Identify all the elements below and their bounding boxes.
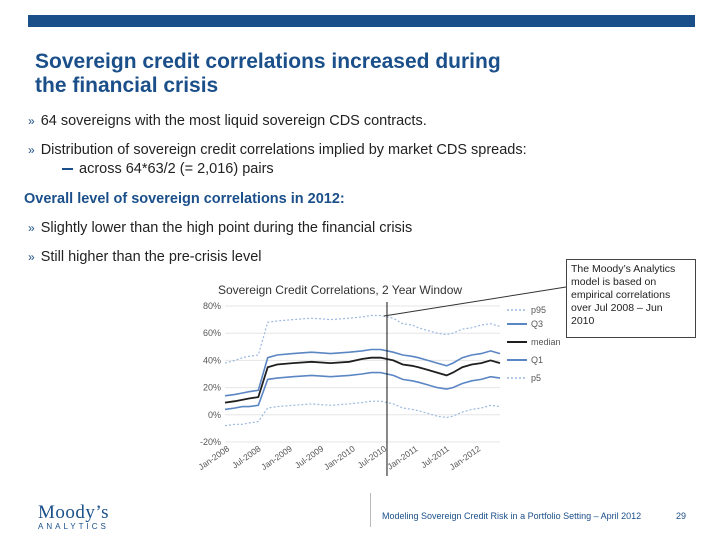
sub-bullet-text: across 64*63/2 (= 2,016) pairs — [79, 161, 274, 177]
bullet-2: » Distribution of sovereign credit correl… — [28, 142, 527, 158]
y-tick-label: 20% — [203, 383, 221, 393]
chart-legend: p95 Q3 median Q1 p5 — [507, 305, 561, 383]
y-tick-label: 60% — [203, 328, 221, 338]
bullet-4-text: Still higher than the pre-crisis level — [40, 249, 262, 265]
y-tick-label: -20% — [200, 437, 221, 447]
y-axis-ticks: 80% 60% 40% 20% 0% -20% — [200, 301, 221, 447]
bullet-2-text: Distribution of sovereign credit correla… — [40, 142, 527, 158]
title-line-1: Sovereign credit correlations increased … — [35, 50, 501, 73]
bullet-1-text: 64 sovereigns with the most liquid sover… — [40, 113, 427, 129]
series-line-p5 — [224, 400, 501, 427]
series-line-p95 — [224, 314, 501, 364]
bullet-4: » Still higher than the pre-crisis level — [28, 249, 262, 265]
legend-label: Q1 — [531, 355, 543, 365]
logo-sub: ANALYTICS — [38, 522, 109, 531]
series-line-q3 — [224, 348, 501, 397]
page-number: 29 — [676, 511, 687, 521]
series-line-q1 — [224, 371, 501, 411]
y-tick-label: 0% — [208, 410, 221, 420]
title-line-2: the financial crisis — [35, 74, 219, 97]
legend-label: p95 — [531, 305, 546, 315]
callout-box: The Moody’s Analytics model is based on … — [566, 259, 696, 338]
chart-title: Sovereign Credit Correlations, 2 Year Wi… — [218, 283, 462, 297]
callout-line: over Jul 2008 – Jun — [571, 302, 663, 314]
top-bar — [28, 15, 695, 27]
sub-bullet: across 64*63/2 (= 2,016) pairs — [62, 161, 274, 177]
moodys-logo: Moody’s ANALYTICS — [38, 502, 109, 531]
legend-label: median — [531, 337, 561, 347]
legend-label: p5 — [531, 373, 541, 383]
slide-title: Sovereign credit correlations increased … — [35, 50, 635, 98]
footer-text: Modeling Sovereign Credit Risk in a Port… — [382, 511, 642, 521]
bullet-mark: » — [28, 221, 35, 235]
chart-series — [224, 302, 501, 476]
bullet-mark: » — [28, 143, 35, 157]
series-line-median — [224, 356, 501, 404]
bullet-1: » 64 sovereigns with the most liquid sove… — [28, 113, 427, 129]
bullet-3-text: Slightly lower than the high point durin… — [40, 220, 413, 236]
footer-divider — [370, 493, 371, 527]
correlation-chart: Sovereign Credit Correlations, 2 Year Wi… — [196, 283, 561, 476]
bullet-mark: » — [28, 250, 35, 264]
callout-pointer — [383, 286, 567, 317]
callout-line: model is based on — [571, 276, 657, 288]
callout-line: 2010 — [571, 315, 595, 327]
dash-icon — [62, 168, 73, 171]
legend-label: Q3 — [531, 319, 543, 329]
section-heading: Overall level of sovereign correlations … — [24, 191, 345, 207]
y-tick-label: 40% — [203, 355, 221, 365]
callout-line: empirical correlations — [571, 289, 671, 301]
bullet-mark: » — [28, 114, 35, 128]
logo-main: Moody’s — [38, 502, 110, 523]
callout-line: The Moody’s Analytics — [571, 263, 676, 275]
y-tick-label: 80% — [203, 301, 221, 311]
bullet-3: » Slightly lower than the high point duri… — [28, 220, 412, 236]
